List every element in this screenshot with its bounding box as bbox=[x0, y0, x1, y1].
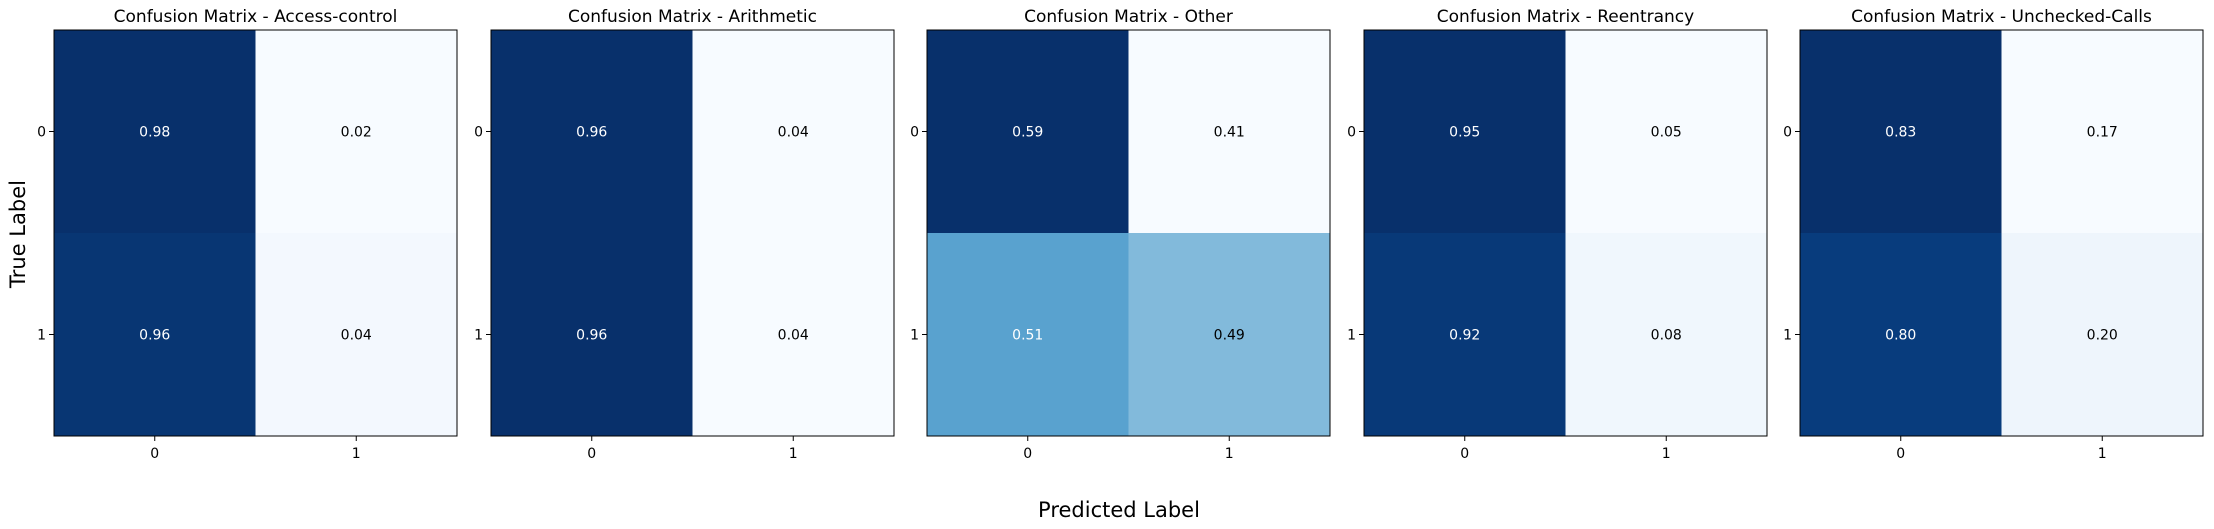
panel-title: Confusion Matrix - Reentrancy bbox=[1437, 7, 1694, 27]
heatmap-cell bbox=[491, 233, 693, 436]
confusion-matrix-panel: Confusion Matrix - Other 0.59 0.41 0.51 0.49… bbox=[910, 7, 1331, 462]
heatmap-cell bbox=[1565, 30, 1767, 233]
plot-frame bbox=[1363, 29, 1768, 437]
panels: Confusion Matrix - Access-control 0.98 0.0… bbox=[37, 7, 2204, 462]
heatmap-cell bbox=[1128, 30, 1330, 233]
confusion-matrix-panel: Confusion Matrix - Reentrancy 0.95 0.05 0.9… bbox=[1347, 7, 1768, 462]
x-tick-label: 1 bbox=[789, 446, 798, 462]
cell-value-label: 0.51 bbox=[1012, 328, 1043, 344]
cell-value-label: 0.17 bbox=[2087, 125, 2118, 141]
heatmap-cell bbox=[1800, 233, 2002, 436]
x-tick-label: 0 bbox=[1023, 446, 1032, 462]
heatmap-cell bbox=[54, 30, 256, 233]
y-tick-label: 1 bbox=[474, 328, 483, 344]
panel-title: Confusion Matrix - Other bbox=[1024, 7, 1233, 27]
cell-value-label: 0.95 bbox=[1449, 125, 1480, 141]
heatmap-cell bbox=[255, 233, 457, 436]
y-tick-label: 0 bbox=[1783, 125, 1792, 141]
y-axis-label: True Label bbox=[6, 180, 30, 289]
cell-value-label: 0.96 bbox=[139, 328, 170, 344]
plot-frame bbox=[1799, 29, 2204, 437]
panel-title: Confusion Matrix - Access-control bbox=[114, 7, 398, 27]
confusion-matrix-panel: Confusion Matrix - Arithmetic 0.96 0.04 0.9… bbox=[474, 7, 895, 462]
x-tick-label: 1 bbox=[2098, 446, 2107, 462]
heatmap-cell bbox=[2001, 30, 2203, 233]
panel-title: Confusion Matrix - Arithmetic bbox=[568, 7, 817, 27]
y-tick-label: 1 bbox=[37, 328, 46, 344]
confusion-matrix-panel: Confusion Matrix - Unchecked-Calls 0.83 0.… bbox=[1783, 7, 2204, 462]
y-tick-label: 1 bbox=[1783, 328, 1792, 344]
heatmap-cell bbox=[491, 30, 693, 233]
cell-value-label: 0.41 bbox=[1214, 125, 1245, 141]
plot-frame bbox=[926, 29, 1331, 437]
plot-frame bbox=[53, 29, 458, 437]
x-tick-label: 0 bbox=[1896, 446, 1905, 462]
cell-value-label: 0.96 bbox=[576, 328, 607, 344]
y-tick-label: 1 bbox=[910, 328, 919, 344]
cell-value-label: 0.98 bbox=[139, 125, 170, 141]
x-tick-label: 1 bbox=[1662, 446, 1671, 462]
heatmap-cell bbox=[1364, 233, 1566, 436]
y-tick-label: 0 bbox=[474, 125, 483, 141]
y-tick-label: 0 bbox=[37, 125, 46, 141]
cell-value-label: 0.83 bbox=[1885, 125, 1916, 141]
cell-value-label: 0.04 bbox=[778, 125, 809, 141]
x-tick-label: 0 bbox=[587, 446, 596, 462]
heatmap-cell bbox=[1128, 233, 1330, 436]
heatmap-cell bbox=[54, 233, 256, 436]
cell-value-label: 0.04 bbox=[341, 328, 372, 344]
confusion-matrix-panel: Confusion Matrix - Access-control 0.98 0.0… bbox=[37, 7, 458, 462]
cell-value-label: 0.96 bbox=[576, 125, 607, 141]
cell-value-label: 0.08 bbox=[1651, 328, 1682, 344]
cell-value-label: 0.92 bbox=[1449, 328, 1480, 344]
y-tick-label: 1 bbox=[1347, 328, 1356, 344]
cell-value-label: 0.05 bbox=[1651, 125, 1682, 141]
heatmap-cell bbox=[2001, 233, 2203, 436]
heatmap-cell bbox=[1364, 30, 1566, 233]
y-tick-label: 0 bbox=[910, 125, 919, 141]
plot-frame bbox=[490, 29, 895, 437]
x-tick-label: 0 bbox=[1460, 446, 1469, 462]
cell-value-label: 0.80 bbox=[1885, 328, 1916, 344]
cell-value-label: 0.59 bbox=[1012, 125, 1043, 141]
x-axis-label: Predicted Label bbox=[1038, 498, 1200, 522]
x-tick-label: 1 bbox=[1225, 446, 1234, 462]
x-tick-label: 0 bbox=[150, 446, 159, 462]
heatmap-cell bbox=[1565, 233, 1767, 436]
cell-value-label: 0.20 bbox=[2087, 328, 2118, 344]
heatmap-cell bbox=[692, 233, 894, 436]
x-tick-label: 1 bbox=[352, 446, 361, 462]
cell-value-label: 0.02 bbox=[341, 125, 372, 141]
heatmap-cell bbox=[1800, 30, 2002, 233]
y-tick-label: 0 bbox=[1347, 125, 1356, 141]
heatmap-cell bbox=[927, 233, 1129, 436]
heatmap-cell bbox=[927, 30, 1129, 233]
cell-value-label: 0.49 bbox=[1214, 328, 1245, 344]
panel-title: Confusion Matrix - Unchecked-Calls bbox=[1851, 7, 2152, 27]
heatmap-cell bbox=[692, 30, 894, 233]
cell-value-label: 0.04 bbox=[778, 328, 809, 344]
heatmap-cell bbox=[255, 30, 457, 233]
